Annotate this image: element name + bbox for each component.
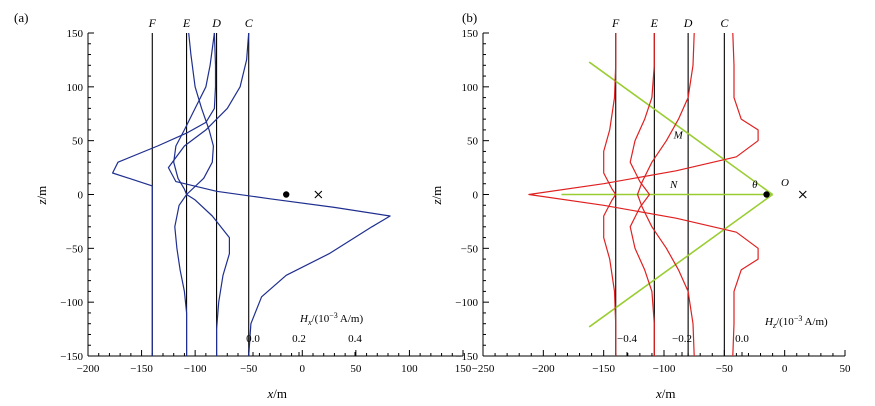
y-axis-label-var: z <box>34 199 49 205</box>
scale-tick-label: 0.2 <box>292 333 306 345</box>
y-tick-label: 50 <box>467 136 479 148</box>
annotation-0: M <box>673 130 684 142</box>
guide-line <box>588 61 774 196</box>
x-tick-label: 100 <box>401 363 418 375</box>
x-tick-label: −200 <box>532 363 555 375</box>
scale-tick-label: 0.0 <box>246 333 260 345</box>
baseline-label-D: D <box>211 16 221 30</box>
y-tick-label: 150 <box>462 28 479 40</box>
annotation-2: θ <box>752 179 758 191</box>
curve-group <box>528 32 759 357</box>
source-dot <box>283 191 290 198</box>
curve-F <box>112 32 217 356</box>
panel-label: (b) <box>462 10 477 25</box>
baseline-label-E: E <box>650 16 659 30</box>
receiver-cross <box>798 190 807 199</box>
curve-C <box>167 32 391 357</box>
curve-E <box>629 33 655 356</box>
x-axis-label-unit: /m <box>662 386 676 401</box>
curve-C <box>528 32 759 357</box>
scale-tick-label: −0.2 <box>672 333 692 345</box>
x-tick-label: −250 <box>472 363 495 375</box>
y-tick-label: −50 <box>66 243 84 255</box>
x-axis-label-unit: /m <box>273 386 287 401</box>
curve-E <box>174 32 214 356</box>
scale-label-exp: −3 <box>794 314 803 323</box>
x-axis-label-var: x <box>267 386 274 401</box>
scale-label-unit2: A/m) <box>338 313 364 325</box>
x-tick-label: 0 <box>782 363 788 375</box>
scale-label-exp: −3 <box>329 311 338 320</box>
baseline-label-C: C <box>245 16 254 30</box>
y-tick-label: 0 <box>473 190 479 202</box>
panel-label: (a) <box>14 10 28 25</box>
x-axis-label: x/m <box>267 386 288 401</box>
y-axis-label-unit: /m <box>429 186 444 200</box>
baseline-label-F: F <box>611 16 620 30</box>
scale-label-var: H <box>299 313 309 325</box>
x-tick-label: −150 <box>592 363 615 375</box>
y-tick-label: 100 <box>67 82 84 94</box>
y-tick-label: −50 <box>461 243 479 255</box>
receiver-cross <box>314 190 323 199</box>
scale-tick-label: 0.4 <box>348 333 362 345</box>
y-tick-label: −150 <box>455 351 478 363</box>
y-tick-label: −100 <box>60 297 83 309</box>
x-tick-label: −50 <box>240 363 258 375</box>
scale-label: Hx/(10−3 A/m) <box>299 311 363 327</box>
y-tick-label: 100 <box>462 82 479 94</box>
x-tick-label: 150 <box>455 363 472 375</box>
baseline-label-D: D <box>683 16 693 30</box>
scale-tick-label: −0.4 <box>617 333 637 345</box>
y-tick-label: 0 <box>78 190 84 202</box>
annotation-3: O <box>781 177 789 189</box>
baseline-label-F: F <box>148 16 157 30</box>
x-tick-label: −200 <box>77 363 100 375</box>
source-dot <box>763 191 770 198</box>
y-axis-label: z/m <box>34 186 49 206</box>
x-tick-label: 50 <box>350 363 362 375</box>
x-axis-label-var: x <box>655 386 662 401</box>
curve-group <box>112 32 391 357</box>
annotation-1: N <box>669 179 678 191</box>
y-tick-label: −100 <box>455 297 478 309</box>
x-tick-label: 50 <box>840 363 852 375</box>
scale-label-sub: z <box>772 321 777 330</box>
baseline-label-E: E <box>182 16 191 30</box>
scale-label: Hz/(10−3 A/m) <box>764 314 828 330</box>
x-tick-label: −150 <box>130 363 153 375</box>
y-axis-label-var: z <box>429 199 444 205</box>
x-tick-label: −100 <box>184 363 207 375</box>
scale-label-unit: /(10 <box>312 313 330 325</box>
baseline-label-C: C <box>720 16 729 30</box>
x-tick-label: −100 <box>653 363 676 375</box>
curve-D <box>173 32 230 356</box>
scale-tick-label: 0.0 <box>735 333 749 345</box>
scale-label-unit: /(10 <box>776 316 794 328</box>
y-axis-label: z/m <box>429 186 444 206</box>
x-tick-label: −50 <box>716 363 734 375</box>
curve-D <box>636 32 695 357</box>
x-tick-label: 0 <box>300 363 306 375</box>
y-tick-label: 50 <box>72 136 84 148</box>
curve-F <box>603 33 617 356</box>
y-axis-label-unit: /m <box>34 186 49 200</box>
y-tick-label: 150 <box>67 28 84 40</box>
guide-line <box>588 193 774 328</box>
scale-label-sub: x <box>307 318 312 327</box>
x-axis-label: x/m <box>655 386 676 401</box>
scale-label-unit2: A/m) <box>802 316 828 328</box>
scale-label-var: H <box>764 316 774 328</box>
y-tick-label: −150 <box>60 351 83 363</box>
